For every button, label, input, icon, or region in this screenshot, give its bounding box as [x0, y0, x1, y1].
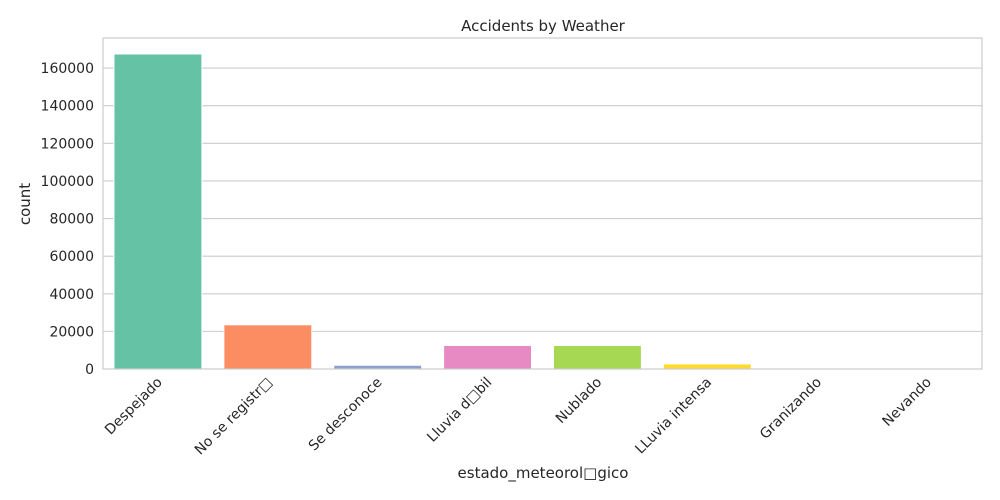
y-tick-label: 60000: [49, 249, 94, 265]
y-tick-label: 140000: [41, 99, 94, 115]
x-tick-label: Nevando: [880, 375, 935, 430]
x-tick-labels: Despejado No se registr□ Se desconoce Lluvi…: [102, 375, 935, 459]
y-tick-labels: 0 20000 40000 60000 80000 100000 120000 140000 1…: [41, 61, 94, 378]
y-tick-label: 20000: [49, 324, 94, 340]
x-tick-label: Se desconoce: [306, 375, 386, 455]
y-tick-label: 160000: [41, 61, 94, 77]
bar: [113, 53, 203, 370]
plot-frame: [102, 37, 983, 370]
x-tick-label: Nublado: [553, 375, 605, 427]
x-tick-label: LLuvia intensa: [632, 375, 715, 458]
bar: [223, 324, 313, 370]
chart-title: Accidents by Weather: [461, 17, 626, 35]
y-tick-label: 80000: [49, 212, 94, 228]
x-tick-label: Lluvia d□bil: [424, 375, 495, 446]
bars: [113, 53, 972, 371]
x-tick-label: Despejado: [102, 375, 166, 439]
y-tick-label: 0: [85, 362, 94, 378]
x-axis-title: estado_meteorol□gico: [458, 464, 629, 483]
y-tick-label: 100000: [41, 174, 94, 190]
bar: [552, 344, 642, 370]
y-tick-label: 120000: [41, 136, 94, 152]
y-axis-title: count: [16, 183, 34, 225]
x-tick-label: No se registr□: [192, 375, 276, 459]
bar: [443, 344, 533, 370]
bar: [662, 363, 752, 370]
x-tick-label: Granizando: [757, 375, 825, 443]
y-tick-label: 40000: [49, 287, 94, 303]
gridlines: [103, 67, 982, 370]
